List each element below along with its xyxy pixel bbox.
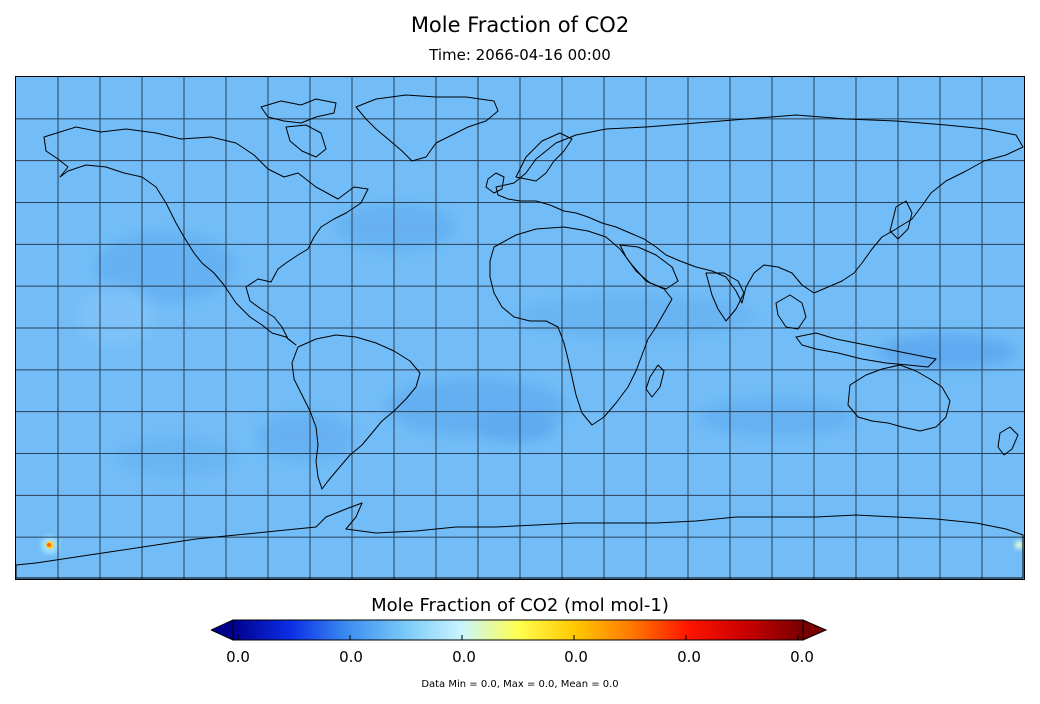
colorbar (209, 619, 831, 643)
colorbar-max-arrow (802, 619, 828, 641)
coast-arabia (619, 244, 679, 290)
hotspot-center (47, 543, 51, 547)
coast-indonesia (795, 332, 937, 368)
coast-greenland (355, 94, 499, 162)
coast-baffin (285, 124, 327, 158)
colorbar-ramp (232, 619, 804, 641)
coast-britain (485, 172, 505, 194)
colorbar-title: Mole Fraction of CO2 (mol mol-1) (371, 595, 669, 616)
colorbar-ticks (237, 635, 799, 640)
map-panel (15, 76, 1025, 580)
coast-north-america (43, 126, 369, 346)
colorbar-tick-label: 0.0 (677, 648, 701, 666)
lat-lon-grid (16, 77, 1024, 579)
field-variation (76, 202, 1016, 477)
colorbar-tick-label: 0.0 (226, 648, 250, 666)
coast-australia (847, 364, 951, 432)
coast-madagascar (645, 364, 665, 398)
world-map (16, 77, 1024, 579)
colorbar-graphic (209, 619, 828, 641)
coastlines (16, 94, 1024, 579)
colorbar-tick-label: 0.0 (339, 648, 363, 666)
hotspots (41, 536, 1023, 554)
coast-antarctica (16, 502, 1024, 579)
colorbar-tick-label: 0.0 (452, 648, 476, 666)
map-title: Mole Fraction of CO2 (410, 13, 630, 37)
coast-japan (889, 200, 913, 240)
coast-africa (489, 226, 673, 426)
coast-south-america (291, 334, 421, 490)
coast-scandinavia (515, 132, 573, 182)
map-subtitle: Time: 2066-04-16 00:00 (429, 46, 611, 64)
colorbar-tick-label: 0.0 (790, 648, 814, 666)
coast-new-zealand (997, 426, 1019, 456)
hotspot-edge (1015, 541, 1023, 549)
coast-india (705, 272, 745, 322)
coast-arctic-islands (260, 98, 337, 124)
data-stats: Data Min = 0.0, Max = 0.0, Mean = 0.0 (421, 679, 619, 690)
colorbar-min-arrow (209, 619, 234, 641)
coast-southeast-asia (775, 294, 807, 330)
coast-europe-asia (495, 114, 1024, 304)
colorbar-tick-label: 0.0 (564, 648, 588, 666)
